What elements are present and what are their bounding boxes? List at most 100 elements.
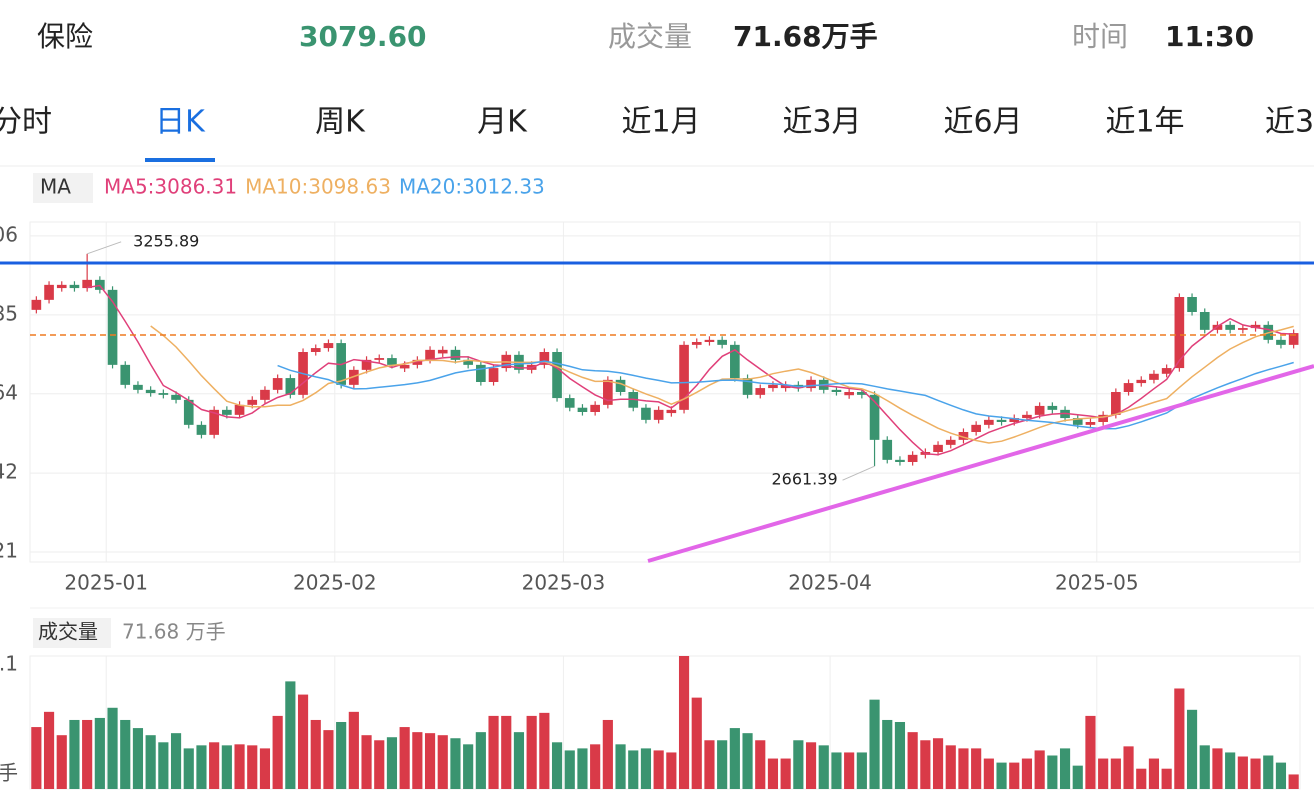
volume-bar [932,738,944,789]
volume-bar [793,740,804,789]
candle-body [882,439,893,460]
candle-body [196,424,207,435]
volume-bar [234,744,245,789]
volume-title-box [33,618,111,648]
candle-body [666,409,677,414]
volume-bar [945,745,956,789]
volume-bar [983,758,994,789]
candle-body [742,378,753,395]
volume-bar [1098,758,1109,789]
tab[interactable]: 近1年 [1105,105,1184,140]
candle-body [69,284,80,289]
annotation-leader [86,241,122,255]
volume-current: 71.68 万手 [122,620,226,644]
candle-body [1187,297,1197,312]
volume-bar [424,733,436,789]
tab[interactable]: 近3年 [1265,105,1314,140]
volume-bar [399,727,410,789]
candle-body [209,409,219,435]
volume-bar [1174,688,1185,789]
volume-bar [882,719,893,789]
volume-bar [691,697,702,789]
x-tick-label: 2025-01 [64,571,148,595]
tab[interactable]: 月K [477,105,528,140]
volume-bar [1021,758,1033,789]
candle-body [133,384,143,390]
candle-body [1288,333,1299,345]
x-tick-label: 2025-04 [788,571,872,595]
tab[interactable]: 周K [315,105,366,140]
volume-bar [374,740,385,789]
candle-body [1250,324,1261,329]
candle-body [831,389,842,392]
volume-bar [412,732,423,789]
candle-body [958,432,969,440]
volume-bar [615,744,626,789]
volume-bar [323,730,334,789]
tab[interactable]: 近6月 [943,105,1022,140]
candle-body [1022,414,1032,419]
tab[interactable]: 分时 [0,105,52,140]
ma-line [277,360,1294,430]
volume-tick-label: 610.1 [0,652,18,676]
volume-bar [209,742,220,789]
volume-bar [501,715,512,789]
candle-body [1238,328,1248,330]
candle-body [82,279,92,289]
candle-body [933,444,943,452]
annotation: 2661.39 [771,470,837,489]
instrument-name: 保险 [37,20,93,53]
candle-body [1072,418,1083,425]
volume-bar [958,748,969,789]
candle-body [971,424,981,432]
candle-body [1199,312,1210,330]
candle-body [755,388,766,395]
volume-bar [742,733,753,789]
volume-bar [82,719,93,789]
candle-body [272,378,283,390]
volume-bar [1275,762,1287,789]
volume-bar [666,752,677,789]
x-tick-label: 2025-05 [1055,571,1139,595]
candle-body [945,439,956,445]
volume-bar [717,740,728,789]
candle-body [806,379,816,389]
volume-bar [844,752,855,789]
volume-bar [247,745,258,789]
candle-body [1174,297,1185,369]
y-tick-label: 2642 [0,460,18,484]
volume-bar [729,728,740,789]
tab[interactable]: 近1月 [621,105,700,140]
tab[interactable]: 日K [155,105,206,140]
ma-legend-entry: MA20:3012.33 [399,175,545,199]
volume-bar [94,717,105,789]
candle-body [857,392,867,395]
candle-body [399,364,410,369]
volume-bar [310,719,321,789]
volume-bar [348,711,359,789]
candle-body [552,352,562,399]
volume-bar [1123,746,1134,789]
candle-body [120,364,131,385]
volume-bar [590,744,601,789]
candle-body [984,419,994,425]
active-tab-underline [145,158,215,162]
candle-body [996,419,1007,422]
volume-bar [1072,765,1083,789]
candle-body [577,407,588,412]
candle-body [1047,405,1058,410]
y-tick-label: 3085 [0,301,18,325]
volume-bar [907,732,918,789]
volume-bar [120,719,131,789]
volume-bar [539,712,550,789]
volume-bar [755,740,766,789]
candle-body [387,358,397,365]
tab[interactable]: 近3月 [782,105,861,140]
volume-bar [336,721,347,789]
volume-bar [107,707,118,789]
candle-body [285,378,296,395]
volume-bar [56,735,67,789]
candle-body [158,393,169,395]
volume-bar [145,735,156,789]
